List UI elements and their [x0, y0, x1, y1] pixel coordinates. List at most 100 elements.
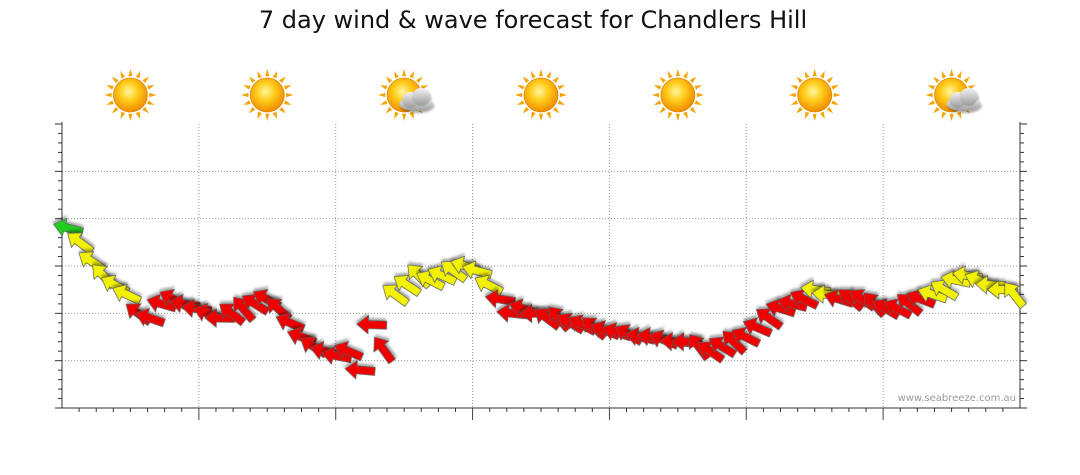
sun-ray — [516, 85, 525, 90]
sun-ray — [112, 76, 119, 84]
sun-ray — [522, 106, 530, 114]
sun-ray — [104, 92, 112, 98]
sun-ray — [385, 76, 393, 84]
sun-icon — [515, 69, 567, 121]
sun-ray — [651, 92, 659, 98]
sun-ray — [941, 111, 947, 120]
sun-ray — [409, 70, 415, 79]
sun-ray — [675, 113, 680, 121]
sun-ray — [689, 106, 697, 114]
sun-cloud-icon — [925, 69, 981, 121]
sun-ray — [557, 100, 566, 105]
cloud — [946, 88, 981, 111]
sun-ray — [516, 100, 525, 105]
sun-ray — [257, 70, 262, 79]
wind-arrow — [135, 307, 166, 328]
wind-arrow — [789, 288, 820, 310]
sun-ray — [694, 100, 702, 105]
sun-ray — [831, 85, 839, 90]
sun-icon — [241, 69, 294, 121]
sun-ray — [515, 92, 523, 98]
sun-ray — [378, 92, 386, 98]
sun-ray — [248, 76, 256, 84]
sun-disc — [797, 77, 833, 113]
sun-ray — [243, 85, 251, 90]
cloud-puff — [959, 88, 978, 106]
sun-ray — [283, 85, 292, 90]
sun-ray — [804, 70, 810, 79]
sun-ray — [279, 76, 286, 84]
sun-ray — [659, 106, 666, 114]
sun-ray — [279, 106, 286, 114]
sun-ray — [380, 85, 388, 90]
sun-ray — [546, 70, 551, 79]
wind-arrow — [344, 359, 376, 380]
sun-ray — [286, 92, 294, 98]
sun-ray — [385, 106, 393, 114]
sun-ray — [694, 85, 702, 90]
wind-arrow — [906, 288, 937, 309]
sun-ray — [416, 76, 423, 84]
wind-arrow — [53, 217, 84, 237]
sun-disc — [660, 77, 696, 113]
sun-ray — [243, 100, 251, 105]
sun-ray — [531, 111, 536, 120]
wind-arrow — [416, 269, 446, 292]
sun-ray — [142, 106, 149, 114]
sun-ray — [120, 70, 126, 79]
wind-arrow — [356, 314, 388, 335]
sun-ray — [142, 76, 149, 84]
sun-ray — [128, 69, 133, 77]
sun-ray — [128, 113, 133, 121]
sun-ray — [402, 113, 407, 121]
wind-arrow — [756, 308, 784, 331]
wind-arrow — [393, 274, 422, 297]
wind-arrow — [896, 294, 924, 317]
wind-arrow — [1004, 282, 1027, 310]
sun-ray — [683, 111, 688, 120]
sun-ray — [956, 70, 962, 79]
sun-ray — [147, 100, 155, 105]
weather-icons — [104, 69, 981, 121]
sun-ray — [790, 100, 799, 105]
sun-ray — [788, 92, 796, 98]
sun-ray — [409, 111, 415, 120]
sun-ray — [149, 92, 157, 98]
wind-arrow — [440, 260, 469, 284]
wind-arrow — [484, 288, 516, 309]
wind-arrow — [112, 284, 143, 305]
sun-ray — [120, 111, 126, 120]
sun-ray — [552, 106, 560, 114]
sun-ray — [949, 113, 954, 121]
wind-arrow — [219, 303, 247, 327]
watermark: www.seabreeze.com.au — [898, 393, 1016, 404]
wind-arrow — [233, 296, 257, 324]
sun-ray — [380, 100, 388, 105]
wind-arrows — [53, 217, 1027, 380]
sun-ray — [522, 76, 530, 84]
wind-arrow — [373, 336, 396, 365]
sun-ray — [394, 111, 399, 120]
wind-arrow — [334, 340, 365, 362]
sun-ray — [402, 69, 407, 77]
sun-ray — [531, 70, 536, 79]
sun-ray — [820, 70, 825, 79]
sun-ray — [925, 92, 933, 98]
wind-arrow — [67, 232, 95, 255]
sun-ray — [248, 106, 256, 114]
wind-arrow — [241, 293, 271, 316]
sun-ray — [675, 69, 680, 77]
sun-ray — [552, 76, 560, 84]
wind-arrow — [883, 298, 913, 320]
sun-ray — [804, 111, 810, 120]
sun-ray — [683, 70, 688, 79]
sun-ray — [820, 111, 825, 120]
sun-ray — [653, 85, 662, 90]
sun-ray — [106, 85, 114, 90]
sun-ray — [667, 111, 673, 120]
sun-ray — [135, 111, 141, 120]
cloud — [399, 88, 434, 111]
wind-arrow — [382, 284, 410, 307]
sun-ray — [538, 69, 544, 77]
